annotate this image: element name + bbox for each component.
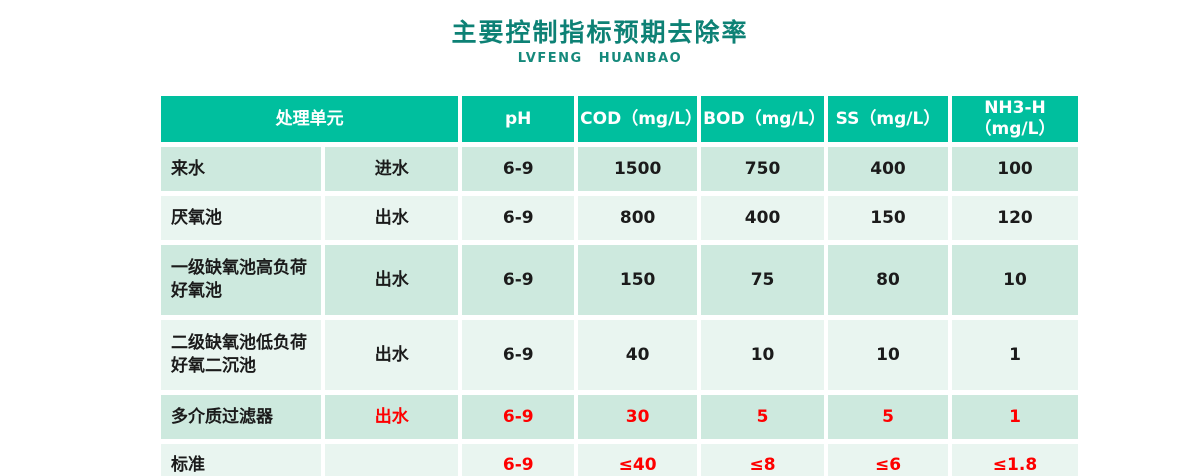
header-cell-cod: COD（mg/L） xyxy=(578,96,702,142)
flow-cell xyxy=(325,444,459,476)
nh3-cell: ≤1.8 xyxy=(951,444,1078,476)
flow-cell: 进水 xyxy=(325,147,459,191)
table-header-row: 处理单元 pH COD（mg/L） BOD（mg/L） SS（mg/L） NH3… xyxy=(161,96,1078,142)
header-cell-bod: BOD（mg/L） xyxy=(701,96,826,142)
ss-cell: 150 xyxy=(828,196,948,240)
bod-cell: 75 xyxy=(701,245,825,315)
cod-cell: ≤40 xyxy=(578,444,698,476)
nh3-cell: 1 xyxy=(951,320,1078,390)
bod-cell: 5 xyxy=(701,395,825,439)
cod-cell: 1500 xyxy=(578,147,698,191)
table-row: 二级缺氧池低负荷好氧二沉池 出水 6-9 40 10 10 1 xyxy=(161,320,1078,390)
ph-cell: 6-9 xyxy=(462,395,575,439)
table-row: 厌氧池 出水 6-9 800 400 150 120 xyxy=(161,196,1078,240)
page: 主要控制指标预期去除率 LVFENG HUANBAO 处理单元 pH COD（m… xyxy=(0,18,1200,476)
unit-cell: 多介质过滤器 xyxy=(161,395,322,439)
cod-cell: 800 xyxy=(578,196,698,240)
indicator-table-container: 处理单元 pH COD（mg/L） BOD（mg/L） SS（mg/L） NH3… xyxy=(157,91,1082,476)
ss-cell: 10 xyxy=(828,320,948,390)
header-cell-ss: SS（mg/L） xyxy=(828,96,948,142)
nh3-cell: 1 xyxy=(951,395,1078,439)
header-cell-unit: 处理单元 xyxy=(161,96,459,142)
ss-cell: 400 xyxy=(828,147,948,191)
unit-cell: 二级缺氧池低负荷好氧二沉池 xyxy=(161,320,322,390)
nh3-cell: 120 xyxy=(951,196,1078,240)
ph-cell: 6-9 xyxy=(462,444,575,476)
flow-cell: 出水 xyxy=(325,245,459,315)
indicator-table: 处理单元 pH COD（mg/L） BOD（mg/L） SS（mg/L） NH3… xyxy=(157,91,1082,476)
unit-cell: 标准 xyxy=(161,444,322,476)
cod-cell: 40 xyxy=(578,320,698,390)
page-subtitle: LVFENG HUANBAO xyxy=(517,51,683,66)
header-cell-ph: pH xyxy=(462,96,575,142)
unit-cell: 一级缺氧池高负荷好氧池 xyxy=(161,245,322,315)
bod-cell: 400 xyxy=(701,196,825,240)
table-row: 多介质过滤器 出水 6-9 30 5 5 1 xyxy=(161,395,1078,439)
ph-cell: 6-9 xyxy=(462,196,575,240)
nh3-cell: 10 xyxy=(951,245,1078,315)
ss-cell: 5 xyxy=(828,395,948,439)
table-row: 来水 进水 6-9 1500 750 400 100 xyxy=(161,147,1078,191)
ph-cell: 6-9 xyxy=(462,147,575,191)
ph-cell: 6-9 xyxy=(462,320,575,390)
ss-cell: ≤6 xyxy=(828,444,948,476)
bod-cell: ≤8 xyxy=(701,444,825,476)
bod-cell: 10 xyxy=(701,320,825,390)
flow-cell: 出水 xyxy=(325,320,459,390)
nh3-cell: 100 xyxy=(951,147,1078,191)
cod-cell: 150 xyxy=(578,245,698,315)
unit-cell: 来水 xyxy=(161,147,322,191)
cod-cell: 30 xyxy=(578,395,698,439)
bod-cell: 750 xyxy=(701,147,825,191)
unit-cell: 厌氧池 xyxy=(161,196,322,240)
header-cell-nh3: NH3-H（mg/L） xyxy=(951,96,1078,142)
ss-cell: 80 xyxy=(828,245,948,315)
ph-cell: 6-9 xyxy=(462,245,575,315)
table-row: 标准 6-9 ≤40 ≤8 ≤6 ≤1.8 xyxy=(161,444,1078,476)
flow-cell: 出水 xyxy=(325,196,459,240)
page-title: 主要控制指标预期去除率 xyxy=(451,18,749,47)
flow-cell: 出水 xyxy=(325,395,459,439)
table-row: 一级缺氧池高负荷好氧池 出水 6-9 150 75 80 10 xyxy=(161,245,1078,315)
